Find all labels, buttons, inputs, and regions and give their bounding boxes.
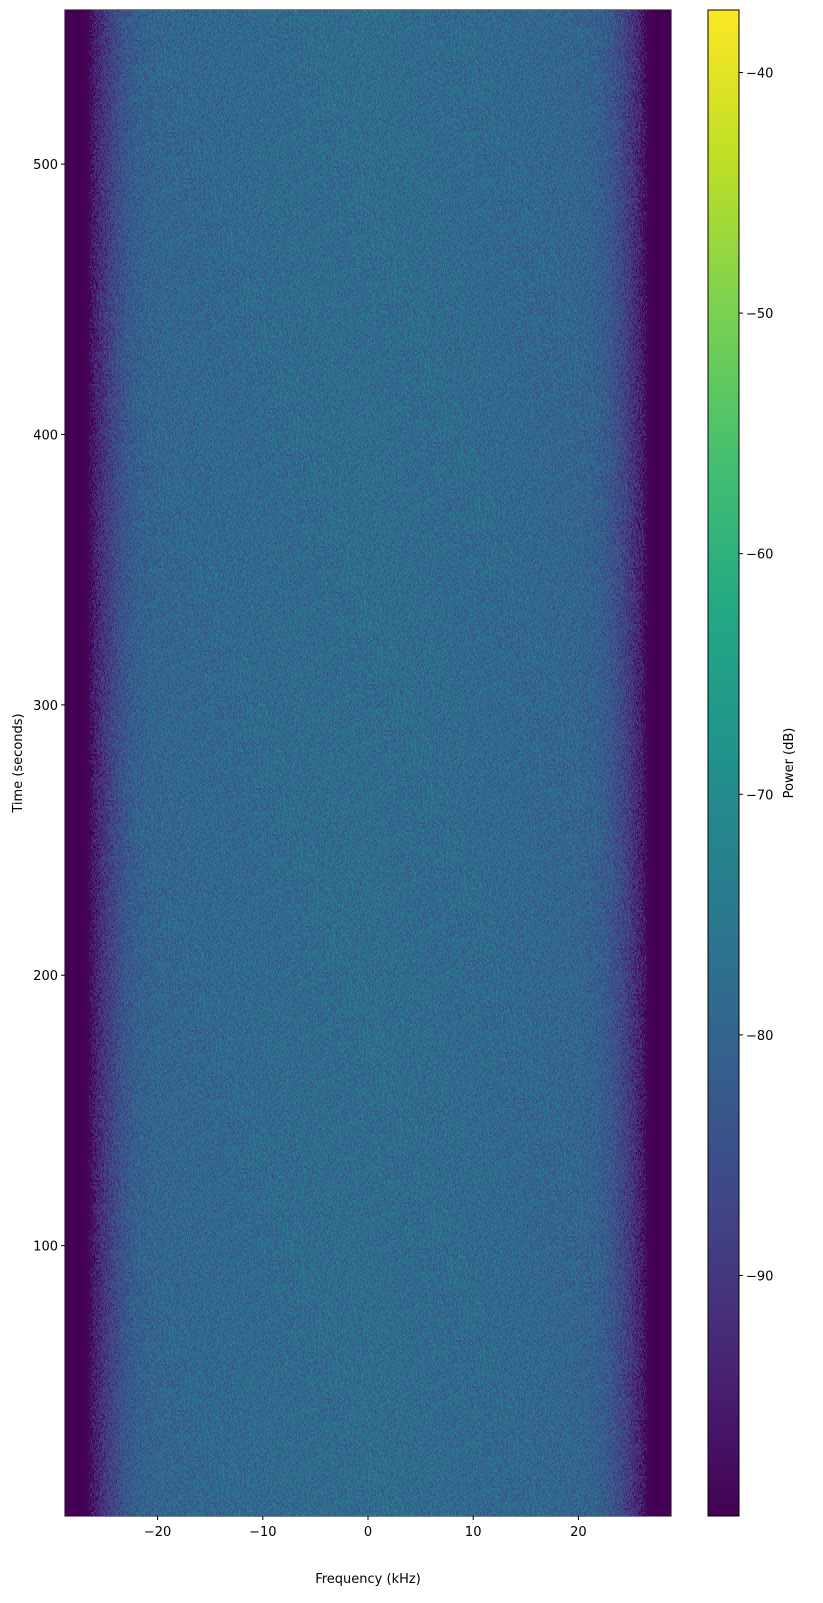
colorbar-tick-label: −50 xyxy=(746,307,773,322)
y-tick-label: 200 xyxy=(33,969,58,984)
y-tick-label: 400 xyxy=(33,428,58,443)
x-axis-label: Frequency (kHz) xyxy=(315,1572,421,1587)
colorbar-tick-label: −80 xyxy=(746,1029,773,1044)
colorbar-label: Power (dB) xyxy=(782,728,797,799)
y-tick-label: 100 xyxy=(33,1240,58,1255)
x-axis-ticks: −20 −10 0 10 20 xyxy=(144,1516,587,1540)
spectrogram-heatmap xyxy=(65,10,671,1516)
y-axis-ticks: 100 200 300 400 500 xyxy=(33,158,65,1255)
colorbar-tick-label: −60 xyxy=(746,548,773,563)
x-tick-label: 20 xyxy=(570,1525,587,1540)
x-tick-label: −20 xyxy=(144,1525,171,1540)
colorbar-ticks: −90 −80 −70 −60 −50 −40 xyxy=(739,67,773,1284)
x-tick-label: 10 xyxy=(465,1525,482,1540)
colorbar-tick-label: −70 xyxy=(746,788,773,803)
y-tick-label: 300 xyxy=(33,699,58,714)
x-tick-label: −10 xyxy=(249,1525,276,1540)
y-axis-label: Time (seconds) xyxy=(11,713,26,813)
colorbar-tick-label: −40 xyxy=(746,67,773,82)
colorbar xyxy=(707,9,740,1517)
colorbar-tick-label: −90 xyxy=(746,1269,773,1284)
x-tick-label: 0 xyxy=(364,1525,372,1540)
y-tick-label: 500 xyxy=(33,158,58,173)
